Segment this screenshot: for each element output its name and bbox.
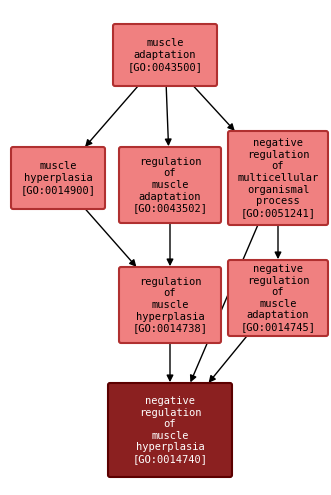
Text: regulation
of
muscle
hyperplasia
[GO:0014738]: regulation of muscle hyperplasia [GO:001…	[132, 277, 208, 333]
Text: negative
regulation
of
multicellular
organismal
process
[GO:0051241]: negative regulation of multicellular org…	[237, 138, 319, 218]
Text: negative
regulation
of
muscle
hyperplasia
[GO:0014740]: negative regulation of muscle hyperplasi…	[132, 396, 208, 464]
FancyBboxPatch shape	[108, 383, 232, 477]
Text: muscle
adaptation
[GO:0043500]: muscle adaptation [GO:0043500]	[127, 39, 203, 72]
FancyBboxPatch shape	[119, 147, 221, 223]
FancyBboxPatch shape	[113, 24, 217, 86]
FancyBboxPatch shape	[119, 267, 221, 343]
FancyBboxPatch shape	[228, 131, 328, 225]
Text: muscle
hyperplasia
[GO:0014900]: muscle hyperplasia [GO:0014900]	[21, 161, 96, 195]
Text: regulation
of
muscle
adaptation
[GO:0043502]: regulation of muscle adaptation [GO:0043…	[132, 157, 208, 213]
FancyBboxPatch shape	[11, 147, 105, 209]
FancyBboxPatch shape	[228, 260, 328, 336]
Text: negative
regulation
of
muscle
adaptation
[GO:0014745]: negative regulation of muscle adaptation…	[241, 264, 315, 332]
